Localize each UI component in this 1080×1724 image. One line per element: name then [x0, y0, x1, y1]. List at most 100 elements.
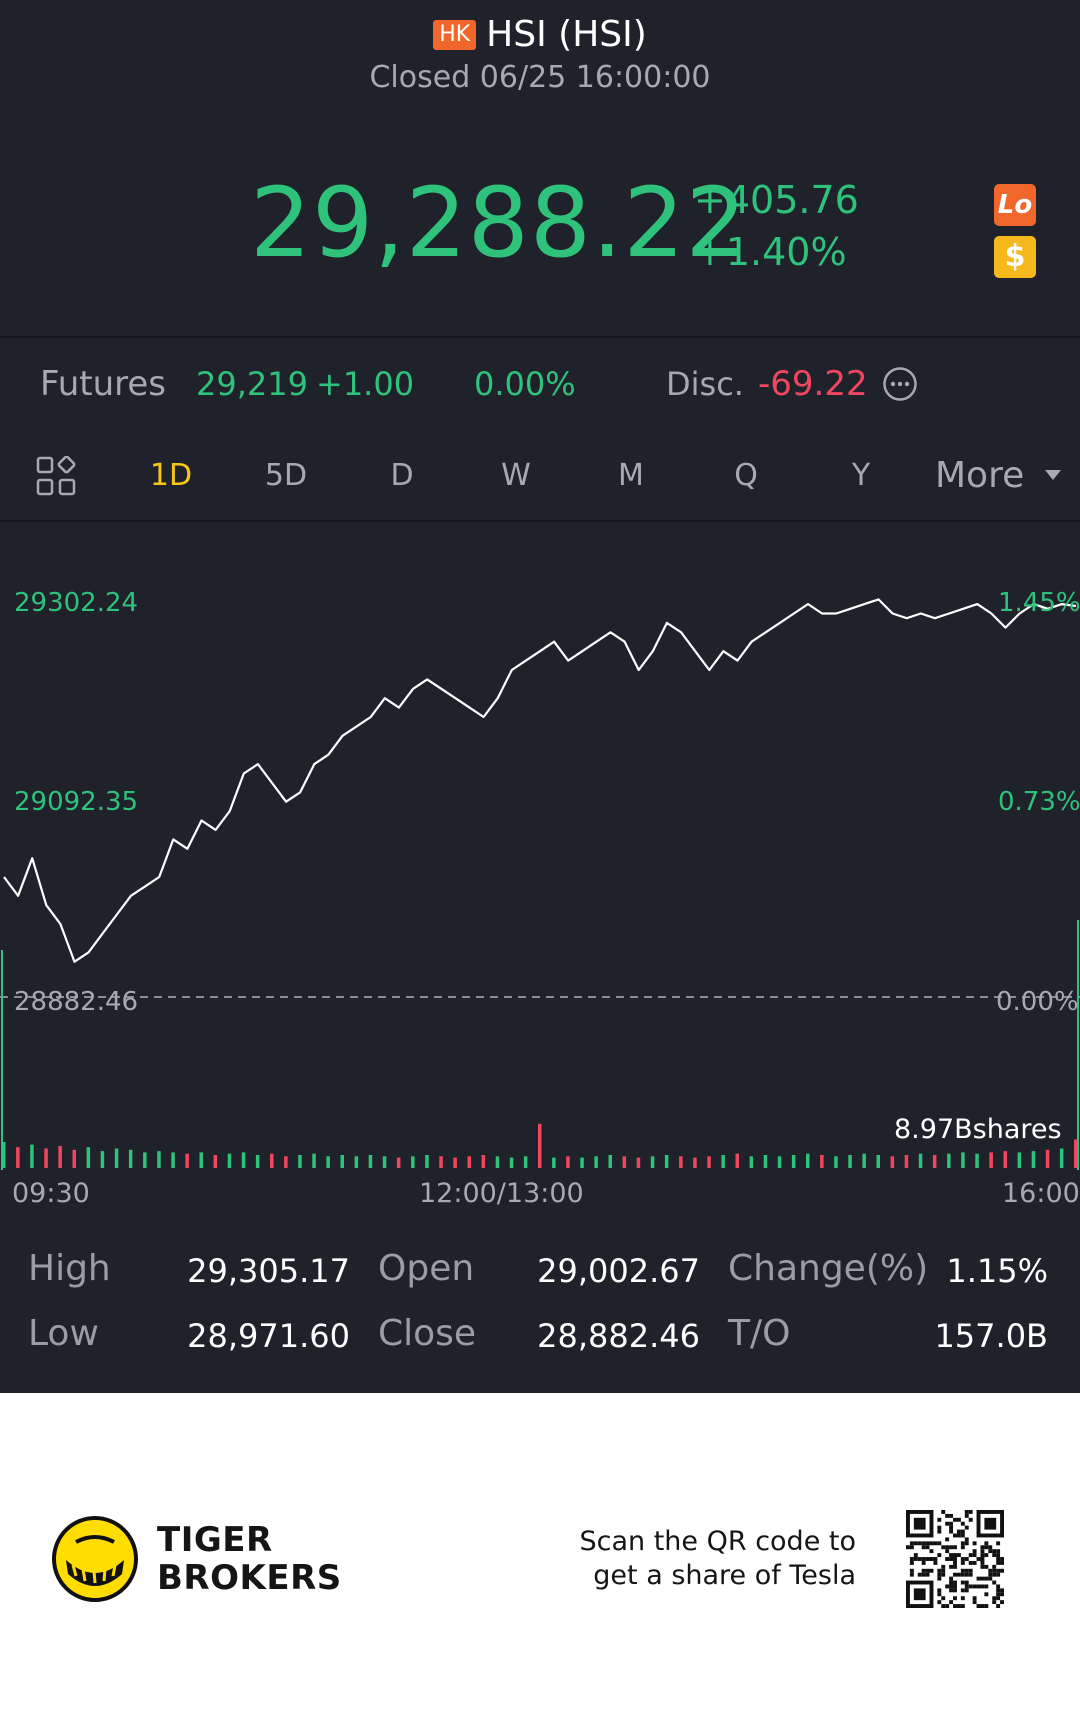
tab-y[interactable]: Y	[851, 458, 871, 493]
market-badge: HK	[433, 20, 477, 50]
volume-bar	[481, 1155, 486, 1168]
tab-w[interactable]: W	[501, 458, 531, 493]
tab-d[interactable]: D	[390, 458, 414, 493]
change-percent-label: Change(%)	[728, 1248, 929, 1289]
volume-bar	[2, 1142, 6, 1168]
x-axis-midday: 12:00/13:00	[419, 1178, 584, 1209]
volume-bar	[439, 1156, 443, 1168]
volume-bar	[735, 1153, 739, 1168]
more-options-icon[interactable]	[882, 366, 918, 402]
volume-bar	[199, 1152, 203, 1168]
volume-bar	[354, 1156, 359, 1168]
volume-bar	[820, 1155, 824, 1168]
promo-text-line1: Scan the QR code to	[579, 1526, 856, 1557]
qr-code	[906, 1510, 1004, 1608]
promo-text-line2: get a share of Tesla	[593, 1560, 856, 1591]
x-axis-start: 09:30	[12, 1178, 90, 1209]
volume-bar	[622, 1156, 627, 1168]
volume-bar	[566, 1156, 570, 1168]
volume-bar	[523, 1156, 528, 1168]
dollar-icon[interactable]: $	[994, 236, 1036, 278]
volume-bar	[368, 1155, 373, 1168]
tab-q[interactable]: Q	[734, 458, 758, 493]
volume-bar	[707, 1156, 711, 1168]
volume-bar	[1017, 1152, 1022, 1168]
volume-bar	[552, 1157, 556, 1168]
divider	[0, 520, 1080, 522]
turnover-label: T/O	[728, 1313, 791, 1354]
price-change: +405.76	[694, 178, 859, 222]
volume-bar	[806, 1153, 810, 1168]
y-axis-label-mid: 29092.35	[14, 787, 139, 817]
indicators-grid-icon[interactable]	[36, 456, 76, 496]
lo-icon[interactable]: Lo	[994, 184, 1036, 226]
high-value: 29,305.17	[187, 1252, 350, 1290]
y-axis-pct-base: 0.00%	[996, 987, 1079, 1017]
volume-bar	[128, 1149, 133, 1168]
volume-bar	[538, 1123, 542, 1168]
volume-bar	[947, 1153, 951, 1168]
volume-bar	[58, 1145, 62, 1168]
volume-bar	[241, 1152, 246, 1168]
stock-title: HK HSI (HSI)	[0, 14, 1080, 55]
volume-bar	[100, 1151, 105, 1168]
y-axis-pct-mid: 0.73%	[998, 787, 1080, 817]
intraday-chart[interactable]	[0, 520, 1080, 1220]
divider	[0, 336, 1080, 338]
discount-value: -69.22	[758, 364, 868, 404]
volume-bar	[1059, 1148, 1064, 1168]
stock-name: HSI (HSI)	[486, 14, 647, 55]
volume-bar	[848, 1155, 852, 1168]
volume-bar	[749, 1156, 754, 1168]
volume-bar	[918, 1153, 923, 1168]
volume-bar	[932, 1155, 937, 1168]
tab-m[interactable]: M	[618, 458, 644, 493]
market-status: Closed 06/25 16:00:00	[369, 60, 711, 95]
futures-change: +1.00	[316, 365, 415, 403]
close-value: 28,882.46	[537, 1317, 700, 1355]
volume-bar	[453, 1157, 457, 1168]
volume-bar	[227, 1153, 232, 1168]
tab-more[interactable]: More	[935, 455, 1025, 496]
tab-5d[interactable]: 5D	[264, 458, 308, 493]
volume-bar	[298, 1155, 302, 1168]
volume-bar	[890, 1156, 895, 1168]
brand-name-line2: BROKERS	[157, 1558, 342, 1598]
volume-bar	[1003, 1151, 1007, 1168]
volume-bar	[679, 1156, 683, 1168]
last-price: 29,288.22	[250, 167, 748, 279]
x-axis-end: 16:00	[1002, 1178, 1080, 1209]
volume-bar	[777, 1156, 782, 1168]
change-percent-value: 1.15%	[946, 1252, 1048, 1290]
volume-bar	[876, 1155, 880, 1168]
tab-1d[interactable]: 1D	[149, 458, 193, 493]
volume-bar	[44, 1148, 48, 1168]
volume-bar	[270, 1153, 274, 1168]
chevron-down-icon[interactable]	[1045, 470, 1061, 482]
futures-change-percent: 0.00%	[474, 365, 576, 403]
volume-bar	[86, 1147, 91, 1168]
volume-bar	[594, 1156, 598, 1168]
volume-bar	[16, 1147, 20, 1168]
volume-bar	[326, 1156, 330, 1168]
volume-label: 8.97Bshares	[894, 1114, 1062, 1145]
open-value: 29,002.67	[537, 1252, 700, 1290]
discount-label: Disc.	[666, 365, 744, 403]
volume-bar	[834, 1156, 838, 1168]
volume-bar	[721, 1155, 725, 1168]
volume-bar	[1031, 1151, 1036, 1168]
volume-bar	[284, 1156, 288, 1168]
volume-bar	[143, 1152, 147, 1168]
volume-bar	[312, 1153, 316, 1168]
volume-bar	[580, 1157, 584, 1168]
volume-bar	[157, 1151, 161, 1168]
volume-bar	[650, 1156, 655, 1168]
volume-bar	[495, 1156, 500, 1168]
price-change-percent: +1.40%	[694, 230, 847, 274]
low-value: 28,971.60	[187, 1317, 350, 1355]
y-axis-pct-max: 1.45%	[998, 588, 1080, 618]
tiger-logo-icon	[52, 1516, 138, 1602]
y-axis-label-max: 29302.24	[14, 588, 139, 618]
volume-bar	[904, 1155, 909, 1168]
volume-bar	[636, 1157, 641, 1168]
